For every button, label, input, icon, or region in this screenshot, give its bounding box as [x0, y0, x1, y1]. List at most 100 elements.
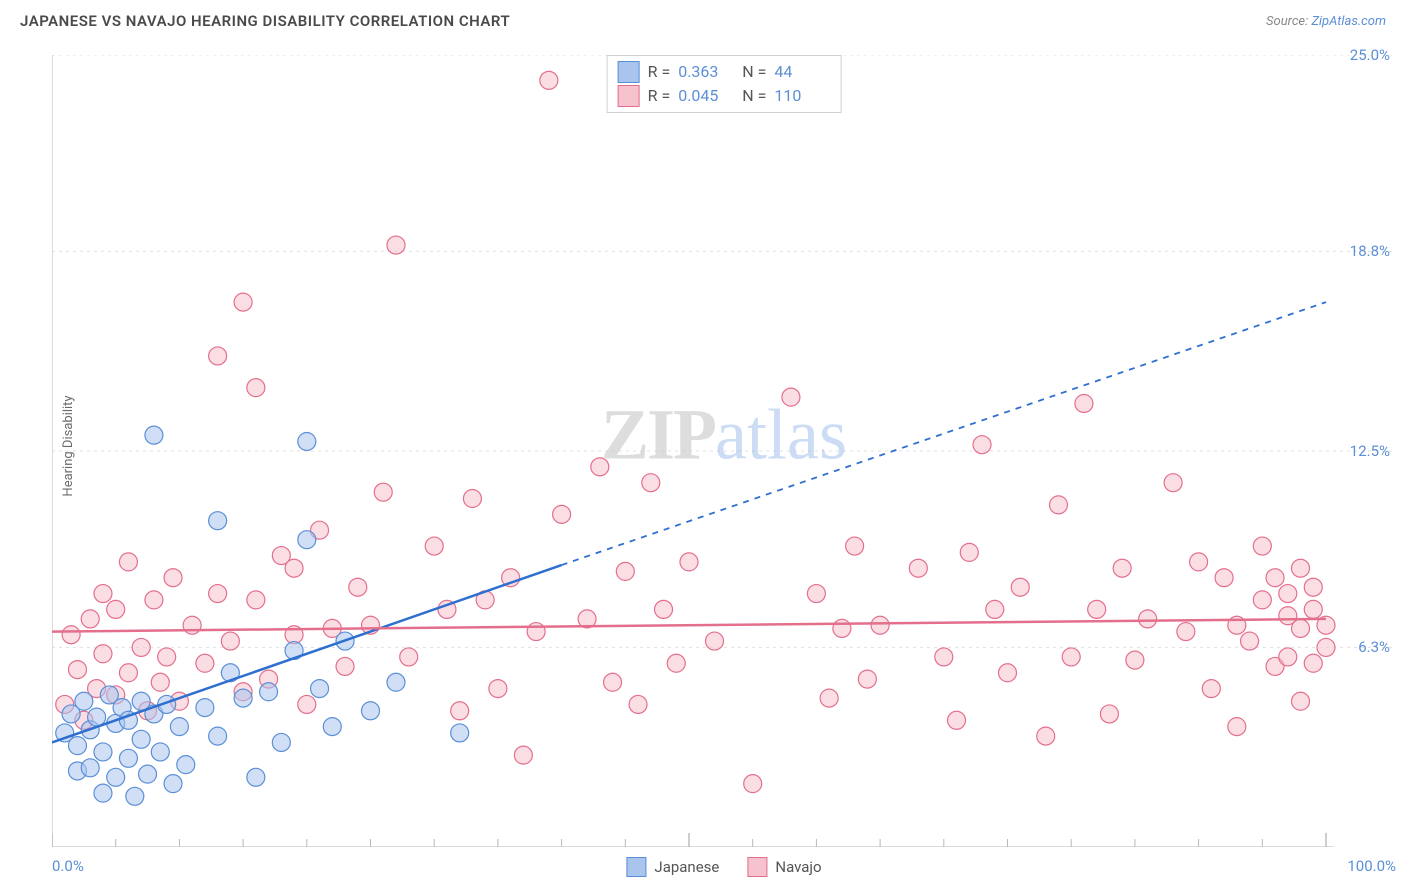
data-point: [1049, 496, 1067, 514]
data-point: [514, 746, 532, 764]
data-point: [107, 768, 125, 786]
data-point: [298, 531, 316, 549]
data-point: [846, 537, 864, 555]
data-point: [540, 71, 558, 89]
data-point: [311, 680, 329, 698]
data-point: [667, 654, 685, 672]
data-point: [425, 537, 443, 555]
data-point: [1304, 578, 1322, 596]
data-point: [807, 585, 825, 603]
data-point: [948, 711, 966, 729]
data-point: [1304, 600, 1322, 618]
data-point: [1062, 648, 1080, 666]
data-point: [1139, 610, 1157, 628]
data-point: [909, 559, 927, 577]
chart-title: JAPANESE VS NAVAJO HEARING DISABILITY CO…: [20, 12, 510, 30]
data-point: [285, 559, 303, 577]
stat-r-label: R =: [648, 84, 671, 108]
data-point: [298, 695, 316, 713]
data-point: [94, 784, 112, 802]
data-point: [1100, 705, 1118, 723]
data-point: [234, 689, 252, 707]
data-point: [1279, 648, 1297, 666]
data-point: [139, 765, 157, 783]
data-point: [94, 743, 112, 761]
data-point: [705, 632, 723, 650]
data-point: [119, 553, 137, 571]
data-point: [119, 749, 137, 767]
data-point: [164, 569, 182, 587]
stat-r-label: R =: [648, 60, 671, 84]
data-point: [209, 512, 227, 530]
data-point: [1266, 569, 1284, 587]
legend-swatch: [626, 857, 646, 877]
data-point: [247, 379, 265, 397]
data-point: [387, 673, 405, 691]
data-point: [591, 458, 609, 476]
data-point: [94, 585, 112, 603]
data-point: [1190, 553, 1208, 571]
data-point: [336, 657, 354, 675]
data-point: [833, 619, 851, 637]
data-point: [374, 483, 392, 501]
data-point: [107, 600, 125, 618]
data-point: [209, 585, 227, 603]
data-point: [1113, 559, 1131, 577]
series-legend: Japanese Navajo: [626, 857, 821, 877]
x-axis-max-label: 100.0%: [1347, 857, 1396, 875]
data-point: [151, 673, 169, 691]
data-point: [132, 730, 150, 748]
data-point: [1317, 638, 1335, 656]
data-point: [1075, 394, 1093, 412]
data-point: [960, 543, 978, 561]
stats-legend: R =0.363N =44R =0.045N =110: [607, 55, 842, 113]
data-point: [1253, 537, 1271, 555]
data-point: [387, 236, 405, 254]
data-point: [1202, 680, 1220, 698]
data-point: [527, 623, 545, 641]
data-point: [132, 638, 150, 656]
data-point: [81, 759, 99, 777]
data-point: [126, 787, 144, 805]
data-point: [999, 664, 1017, 682]
trend-line: [52, 619, 1326, 632]
data-point: [164, 775, 182, 793]
data-point: [642, 474, 660, 492]
data-point: [234, 293, 252, 311]
legend-label: Japanese: [654, 858, 719, 876]
data-point: [604, 673, 622, 691]
data-point: [151, 743, 169, 761]
data-point: [400, 648, 418, 666]
stat-r-value: 0.363: [678, 60, 734, 84]
data-point: [871, 616, 889, 634]
data-point: [935, 648, 953, 666]
data-point: [1304, 654, 1322, 672]
data-point: [680, 553, 698, 571]
data-point: [170, 718, 188, 736]
data-point: [323, 718, 341, 736]
x-axis-min-label: 0.0%: [52, 857, 84, 875]
data-point: [820, 689, 838, 707]
data-point: [782, 388, 800, 406]
data-point: [1253, 591, 1271, 609]
data-point: [68, 737, 86, 755]
data-point: [553, 505, 571, 523]
stat-n-label: N =: [742, 84, 766, 108]
data-point: [272, 733, 290, 751]
legend-label: Navajo: [775, 858, 821, 876]
data-point: [75, 692, 93, 710]
data-point: [986, 600, 1004, 618]
legend-swatch: [747, 857, 767, 877]
source-prefix: Source:: [1266, 14, 1311, 29]
source-link[interactable]: ZipAtlas.com: [1311, 14, 1386, 29]
data-point: [177, 756, 195, 774]
data-point: [88, 708, 106, 726]
legend-swatch: [618, 85, 640, 107]
data-point: [362, 702, 380, 720]
data-point: [973, 436, 991, 454]
data-point: [1241, 632, 1259, 650]
data-point: [145, 426, 163, 444]
data-point: [221, 632, 239, 650]
data-point: [158, 648, 176, 666]
stat-r-value: 0.045: [678, 84, 734, 108]
